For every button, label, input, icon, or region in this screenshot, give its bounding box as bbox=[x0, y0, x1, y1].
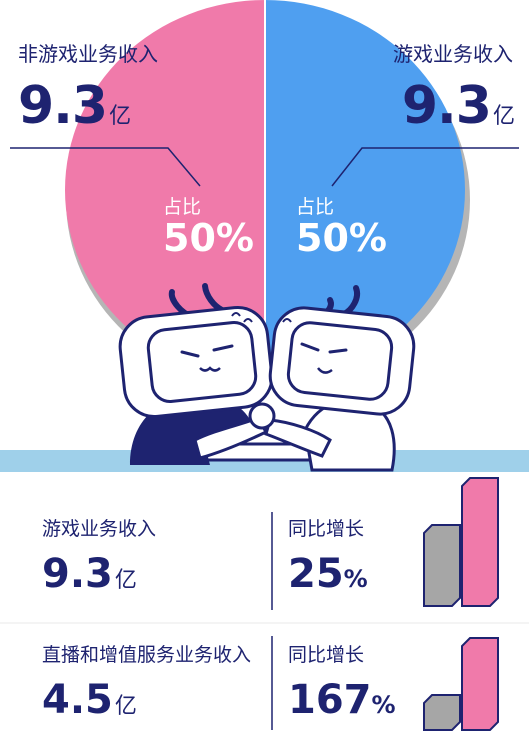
share-non-game: 占比 50% bbox=[163, 192, 254, 259]
growth-bar-prior bbox=[423, 524, 461, 607]
value-number: 9.3 bbox=[42, 551, 113, 597]
leader-line-right bbox=[331, 147, 519, 187]
growth-bar-current bbox=[461, 477, 499, 607]
value-unit: 亿 bbox=[114, 694, 137, 719]
pie-slice-game bbox=[265, 0, 465, 380]
mascot-right-illustration bbox=[264, 285, 416, 472]
share-value: 50% bbox=[296, 216, 387, 260]
growth-percent: % bbox=[371, 691, 396, 719]
label-non-game-revenue: 非游戏业务收入 bbox=[18, 42, 158, 66]
stat-growth-label-game: 同比增长 bbox=[288, 518, 365, 540]
mascot-left-illustration bbox=[118, 283, 274, 465]
stat-value-live: 4.5亿 bbox=[42, 680, 137, 720]
stat-title-game: 游戏业务收入 bbox=[42, 518, 157, 540]
growth-number: 167 bbox=[288, 677, 372, 723]
share-label: 占比 bbox=[296, 196, 335, 218]
growth-number: 25 bbox=[288, 551, 344, 597]
growth-percent: % bbox=[343, 565, 368, 593]
value-game-revenue: 9.3亿 bbox=[402, 80, 515, 132]
value-unit: 亿 bbox=[114, 568, 137, 593]
value-unit: 亿 bbox=[109, 104, 132, 129]
stat-growth-live: 167% bbox=[288, 680, 396, 720]
label-game-revenue: 游戏业务收入 bbox=[393, 42, 513, 66]
stat-growth-label-live: 同比增长 bbox=[288, 644, 365, 666]
share-value: 50% bbox=[163, 216, 254, 260]
growth-bar-prior bbox=[423, 694, 461, 731]
clasped-hands bbox=[248, 402, 276, 430]
growth-bars-live bbox=[423, 637, 499, 731]
stat-value-game: 9.3亿 bbox=[42, 554, 137, 594]
value-non-game-revenue: 9.3亿 bbox=[18, 80, 131, 132]
share-game: 占比 50% bbox=[296, 192, 387, 259]
pie-slice-non-game bbox=[65, 0, 265, 380]
value-number: 9.3 bbox=[18, 76, 108, 136]
value-number: 9.3 bbox=[401, 76, 492, 136]
share-label: 占比 bbox=[163, 196, 202, 218]
value-unit: 亿 bbox=[492, 104, 515, 129]
leader-line-left bbox=[10, 147, 201, 187]
stat-title-live: 直播和增值服务业务收入 bbox=[42, 644, 252, 666]
value-number: 4.5 bbox=[42, 677, 113, 723]
stat-growth-game: 25% bbox=[288, 554, 368, 594]
growth-bars-game bbox=[423, 477, 499, 607]
growth-bar-current bbox=[461, 637, 499, 731]
